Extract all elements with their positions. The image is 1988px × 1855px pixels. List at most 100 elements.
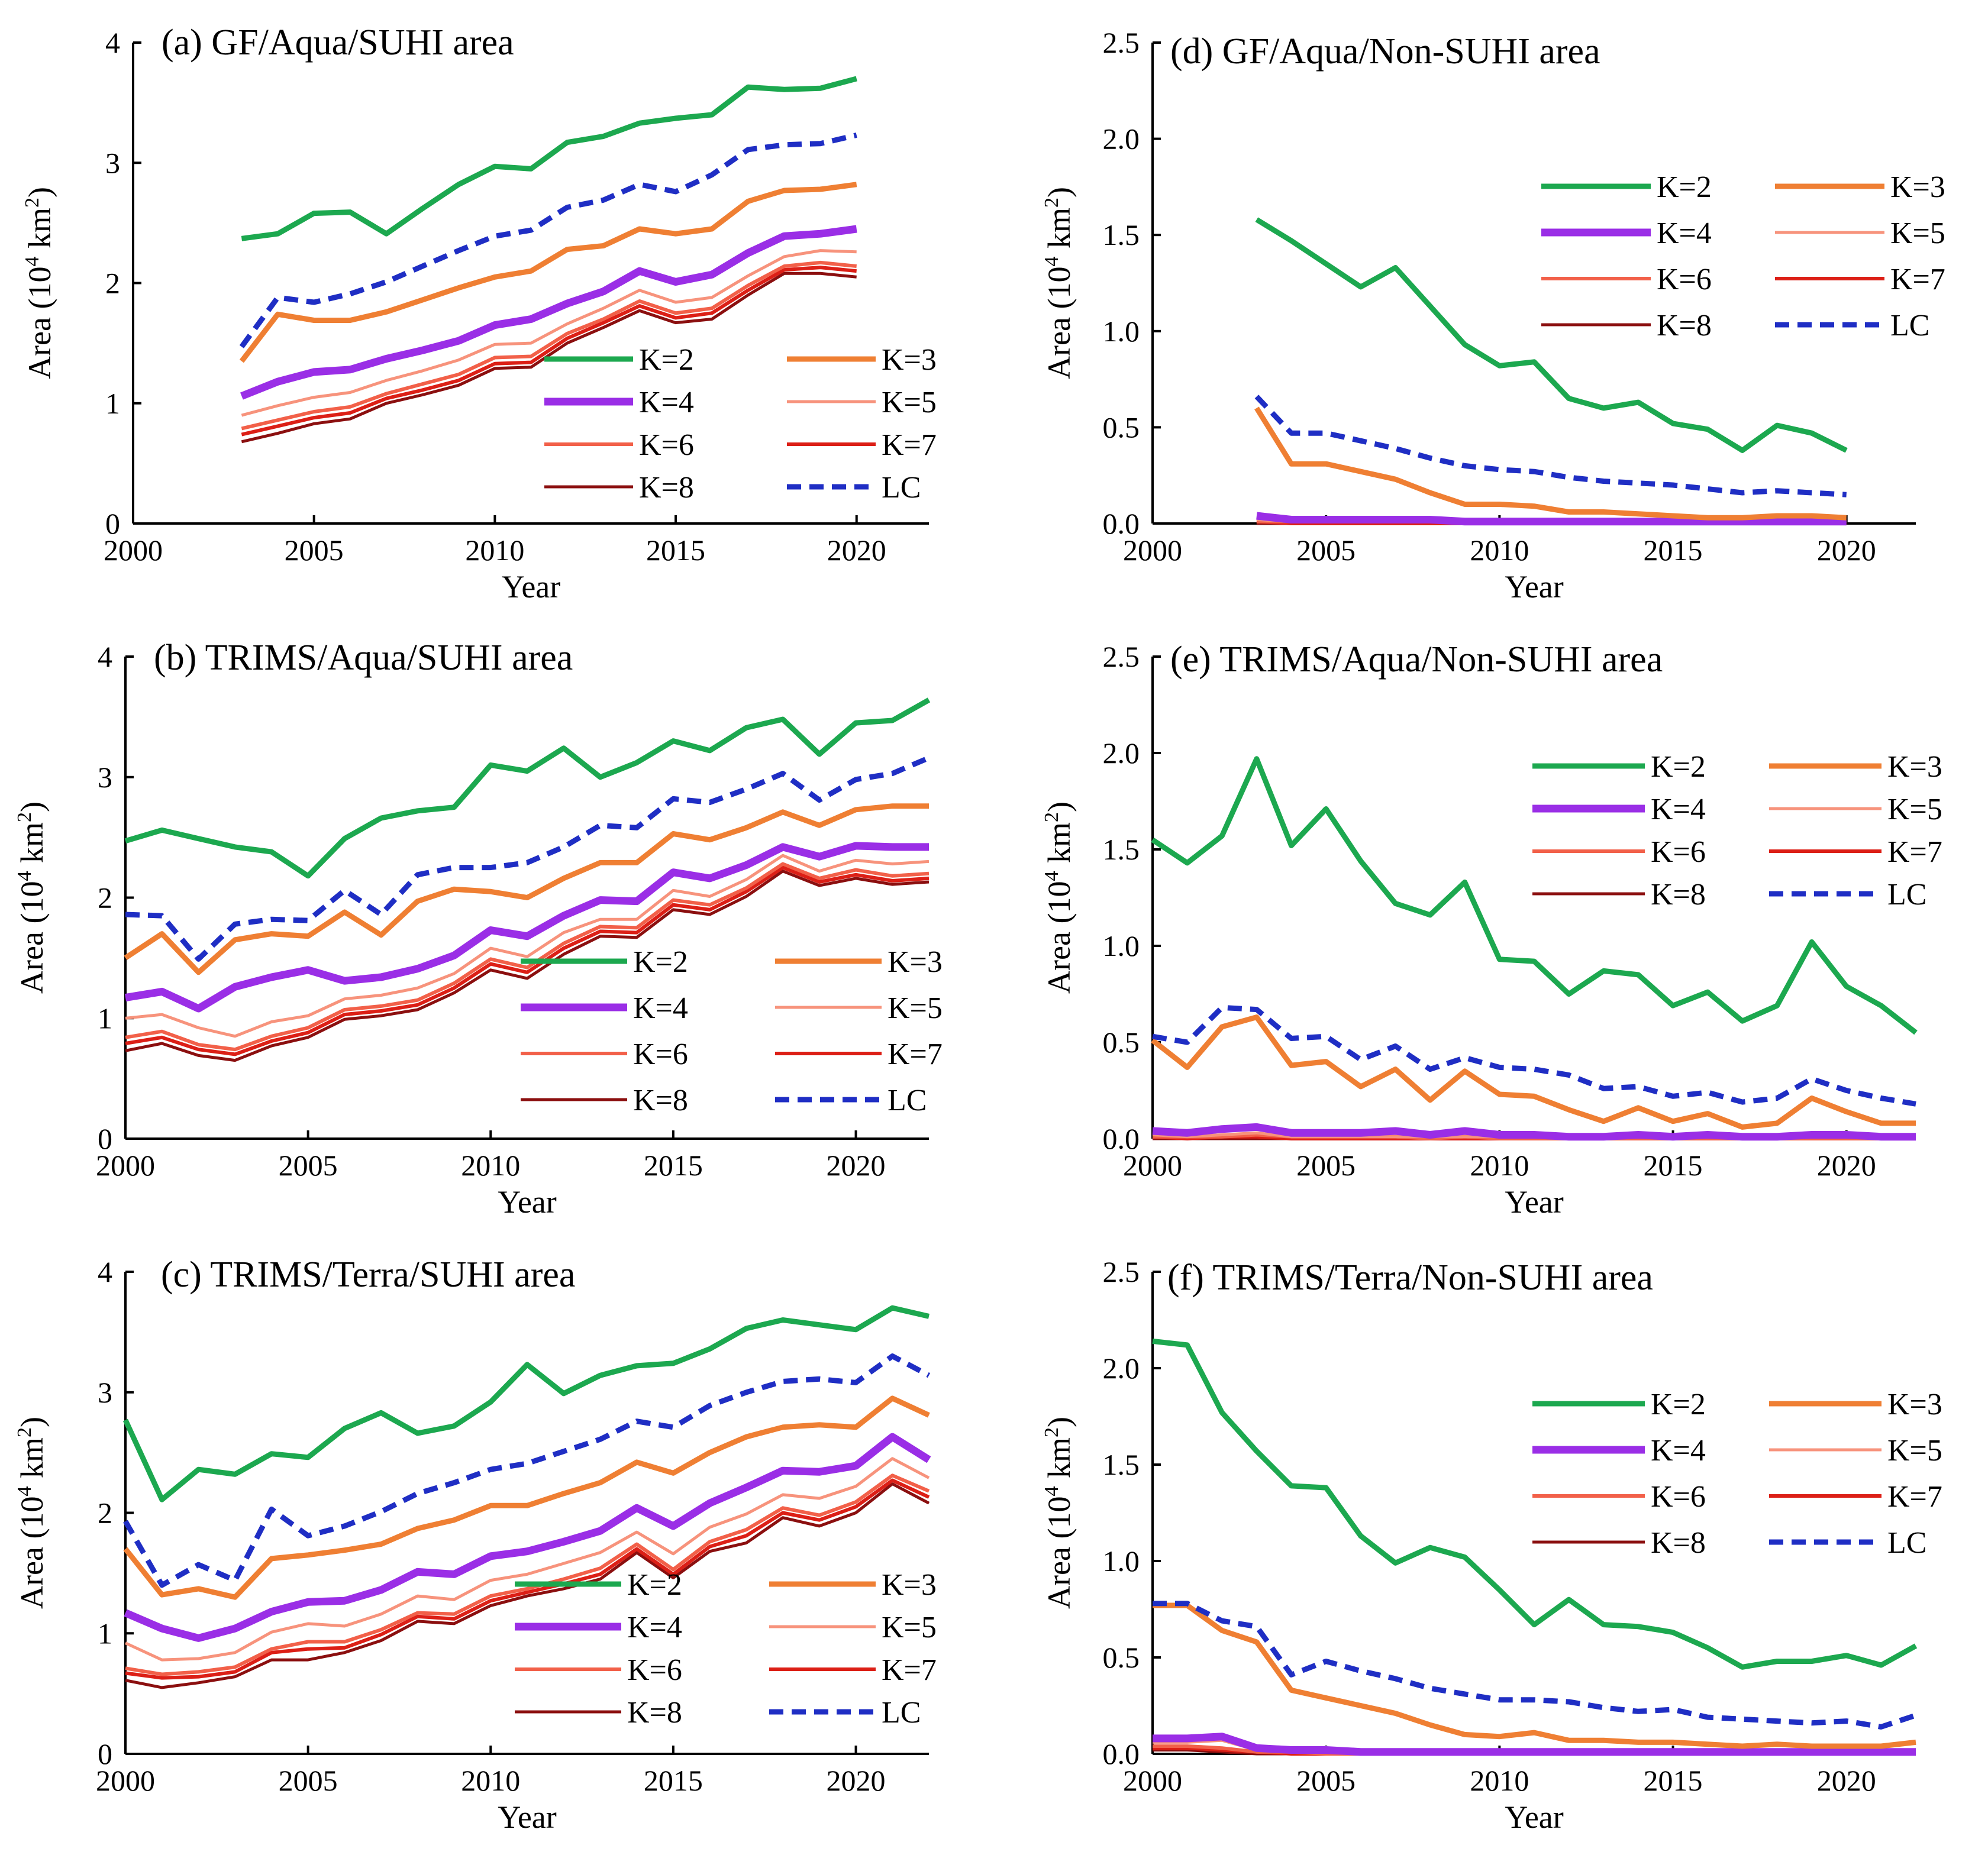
y-tick-label: 0.0 — [1103, 507, 1140, 540]
legend-label: LC — [888, 1084, 927, 1117]
y-tick-label: 3 — [98, 761, 112, 794]
legend-label: K=4 — [1657, 216, 1712, 250]
series-line-k8 — [125, 1482, 930, 1689]
y-tick-label: 1.5 — [1103, 1448, 1140, 1481]
legend-label: K=4 — [1651, 793, 1706, 826]
y-tick-label: 1.5 — [1103, 218, 1140, 251]
y-tick-label: 2 — [98, 1497, 112, 1530]
x-axis-label: Year — [1505, 1184, 1564, 1220]
series-line-lc — [239, 132, 857, 348]
x-tick-label: 2015 — [1644, 1149, 1703, 1182]
legend-label: K=3 — [1890, 170, 1945, 204]
series-line-lc — [123, 1353, 931, 1588]
legend-label: K=5 — [888, 991, 943, 1025]
x-axis-label: Year — [1505, 1799, 1564, 1835]
series-line-k2 — [124, 697, 931, 879]
legend: K=2 K=3 K=4 K=5 K=6 K=7 K=8 LC — [521, 945, 943, 1117]
series-line-k4 — [124, 1433, 931, 1642]
legend: K=2 K=3 K=4 K=5 K=6 K=7 K=8 LC — [1532, 750, 1942, 912]
x-tick-label: 2010 — [461, 1764, 520, 1797]
x-tick-label: 2010 — [465, 534, 524, 567]
y-tick-label: 0 — [105, 507, 120, 540]
series-line-k7 — [125, 1478, 930, 1680]
legend-label: LC — [1887, 1526, 1926, 1560]
legend-label: LC — [1887, 878, 1926, 912]
x-tick-label: 2000 — [104, 534, 163, 567]
legend-label: K=6 — [633, 1038, 688, 1071]
x-tick-label: 2015 — [1644, 534, 1703, 567]
y-tick-label: 0.5 — [1103, 411, 1140, 444]
x-tick-label: 2020 — [827, 1149, 886, 1182]
series-line-k2 — [241, 76, 857, 241]
x-tick-label: 2005 — [285, 534, 344, 567]
x-tick-label: 2005 — [1296, 534, 1356, 567]
x-tick-label: 2005 — [279, 1149, 338, 1182]
legend-label: K=5 — [882, 1611, 937, 1644]
x-tick-label: 2010 — [1470, 1149, 1529, 1182]
y-tick-label: 2 — [105, 267, 120, 300]
x-tick-label: 2000 — [1123, 1149, 1182, 1182]
series-line-k3 — [1153, 1602, 1916, 1749]
x-tick-label: 2005 — [1296, 1764, 1356, 1797]
legend-label: K=7 — [882, 1653, 937, 1687]
x-axis-label: Year — [498, 1799, 557, 1835]
x-tick-label: 2010 — [1470, 534, 1529, 567]
panel-d: 0.0 0.5 1.0 1.5 2.0 2.5 2000 2005 2010 2015 2020 Ye… — [1041, 26, 1945, 605]
legend-label: K=8 — [639, 471, 694, 505]
legend-label: K=6 — [1651, 835, 1706, 869]
panel-a: 0 1 2 3 4 2000 2005 2010 2015 2020 Year Area (104 k… — [21, 22, 937, 605]
legend: K=2 K=3 K=4 K=5 K=6 K=7 K=8 LC — [544, 343, 937, 505]
legend-label: K=5 — [1887, 793, 1942, 826]
series-line-k2 — [1151, 756, 1918, 1035]
x-axis-label: Year — [498, 1184, 557, 1220]
x-tick-label: 2020 — [827, 1764, 886, 1797]
series-line-k6 — [241, 260, 857, 431]
series-line-k2 — [1152, 1338, 1918, 1670]
x-tick-label: 2000 — [96, 1764, 155, 1797]
series-line-k7 — [125, 865, 930, 1056]
legend: K=2 K=3 K=4 K=5 K=6 K=7 K=8 LC — [1541, 170, 1945, 342]
x-tick-label: 2010 — [1470, 1764, 1529, 1797]
series-line-lc — [125, 755, 930, 962]
legend-label: LC — [1890, 309, 1929, 342]
legend-label: K=4 — [639, 386, 694, 419]
legend: K=2 K=3 K=4 K=5 K=6 K=7 K=8 LC — [1532, 1388, 1942, 1560]
panel-title: (c) TRIMS/Terra/SUHI area — [161, 1255, 575, 1295]
series-line-k4 — [240, 225, 857, 400]
panel-title: (a) GF/Aqua/SUHI area — [162, 22, 514, 63]
legend-label: K=3 — [888, 945, 943, 979]
legend-label: K=7 — [882, 428, 937, 462]
y-tick-label: 4 — [98, 640, 112, 673]
y-tick-label: 0.0 — [1103, 1737, 1140, 1770]
x-tick-label: 2000 — [96, 1149, 155, 1182]
series-line-k7 — [241, 266, 857, 437]
series-line-lc — [1152, 1004, 1916, 1107]
y-tick-label: 1.5 — [1103, 833, 1140, 866]
y-tick-label: 2.5 — [1103, 1255, 1140, 1288]
y-axis-label: Area (104 km2) — [1041, 187, 1077, 379]
legend-label: K=8 — [633, 1084, 688, 1117]
legend-label: LC — [882, 1696, 921, 1730]
x-axis-label: Year — [1505, 569, 1564, 605]
x-tick-label: 2000 — [1123, 534, 1182, 567]
legend-label: K=2 — [627, 1568, 682, 1602]
legend-label: K=3 — [1887, 1388, 1942, 1421]
series-line-lc — [1254, 395, 1847, 497]
legend-label: K=8 — [1651, 1526, 1706, 1560]
panel-title: (f) TRIMS/Terra/Non-SUHI area — [1167, 1258, 1653, 1298]
y-axis-label: Area (104 km2) — [14, 802, 50, 994]
y-tick-label: 3 — [105, 146, 120, 179]
y-tick-label: 2.5 — [1103, 640, 1140, 673]
panel-c: 0 1 2 3 4 2000 2005 2010 2015 2020 Year Area (104 k… — [14, 1255, 937, 1835]
series-line-k3 — [1254, 406, 1847, 521]
x-tick-label: 2020 — [827, 534, 886, 567]
x-tick-label: 2005 — [1296, 1149, 1356, 1182]
series-line-k3 — [1151, 1014, 1916, 1130]
panel-title: (b) TRIMS/Aqua/SUHI area — [154, 638, 573, 678]
x-tick-label: 2020 — [1817, 1149, 1876, 1182]
legend-label: K=8 — [1657, 309, 1712, 342]
legend-label: K=2 — [1651, 1388, 1706, 1421]
x-tick-label: 2015 — [646, 534, 705, 567]
panel-title: (e) TRIMS/Aqua/Non-SUHI area — [1170, 639, 1663, 680]
